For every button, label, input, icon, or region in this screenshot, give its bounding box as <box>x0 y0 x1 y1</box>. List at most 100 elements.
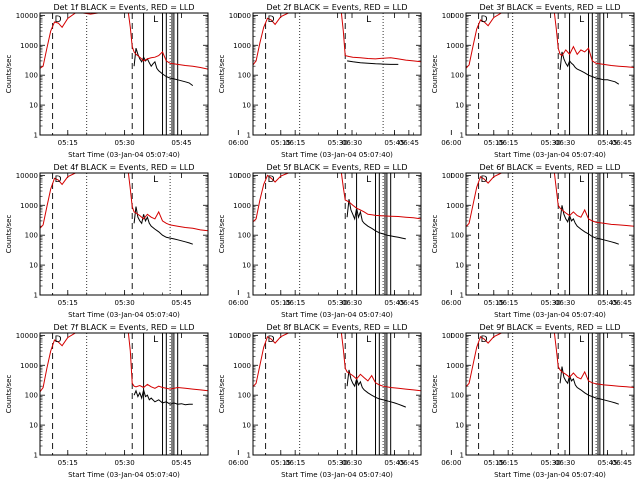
series-line-lld <box>253 333 421 392</box>
plot-area <box>40 173 208 295</box>
plot-frame <box>39 12 209 136</box>
x-tick-label: 06:45 <box>612 459 632 467</box>
x-axis-label: Start Time (03-Jan-04 05:07:40) <box>494 151 606 159</box>
x-tick-label: 05:45 <box>597 139 617 147</box>
y-tick-label: 10000 <box>16 12 38 20</box>
series-line-events <box>559 205 619 245</box>
plot-frame <box>39 332 209 456</box>
y-tick-label: 1000 <box>233 202 251 210</box>
x-tick-label: 05:15 <box>484 459 504 467</box>
series-line-lld <box>40 13 208 70</box>
y-tick-label: 10 <box>455 102 464 110</box>
series-line-events <box>559 51 620 85</box>
marker-letter: L <box>579 15 584 25</box>
x-tick-label: 05:45 <box>597 299 617 307</box>
y-tick-label: 10 <box>455 262 464 270</box>
series-line-events <box>346 199 406 240</box>
series-line-lld <box>40 333 208 393</box>
y-tick-label: 1000 <box>446 42 464 50</box>
x-tick-label: 06:45 <box>399 139 419 147</box>
plot-area <box>466 13 634 135</box>
x-tick-label: 05:30 <box>541 459 561 467</box>
y-tick-label: 100 <box>451 392 464 400</box>
plot-area <box>40 13 208 135</box>
y-tick-label: 100 <box>238 72 251 80</box>
series-line-events <box>347 60 399 65</box>
detector-panel: Det 6f BLACK = Events, RED = LLD Counts/s… <box>431 163 635 319</box>
marker-letter: L <box>153 175 158 185</box>
x-tick-label: 06:15 <box>285 299 305 307</box>
x-tick-label: 06:00 <box>228 299 248 307</box>
panel-title: Det 3f BLACK = Events, RED = LLD <box>479 3 620 12</box>
series-line-events <box>346 369 406 408</box>
x-tick-label: 05:45 <box>171 299 191 307</box>
x-tick-label: 05:30 <box>328 139 348 147</box>
x-tick-label: 05:30 <box>115 459 135 467</box>
x-tick-label: 06:30 <box>342 459 362 467</box>
x-tick-label: 05:45 <box>384 459 404 467</box>
y-tick-label: 1000 <box>20 362 38 370</box>
x-tick-label: 05:45 <box>384 299 404 307</box>
x-axis-label: Start Time (03-Jan-04 05:07:40) <box>68 151 180 159</box>
y-tick-label: 100 <box>238 392 251 400</box>
y-tick-label: 10000 <box>16 332 38 340</box>
x-tick-label: 06:00 <box>441 139 461 147</box>
x-axis-label: Start Time (03-Jan-04 05:07:40) <box>281 311 393 319</box>
y-tick-label: 1 <box>460 292 464 300</box>
x-tick-label: 05:30 <box>328 299 348 307</box>
marker-letter: D <box>481 175 488 185</box>
x-tick-label: 05:45 <box>171 139 191 147</box>
x-tick-label: 05:15 <box>58 459 78 467</box>
panel-title: Det 8f BLACK = Events, RED = LLD <box>266 323 407 332</box>
x-tick-label: 05:30 <box>115 299 135 307</box>
detector-panel: Det 4f BLACK = Events, RED = LLD Counts/s… <box>5 163 419 319</box>
x-tick-label: 05:30 <box>541 299 561 307</box>
marker-letter: D <box>268 15 275 25</box>
series-line-lld <box>466 333 634 388</box>
x-tick-label: 05:45 <box>171 459 191 467</box>
y-tick-label: 10000 <box>229 172 251 180</box>
x-tick-label: 06:00 <box>441 299 461 307</box>
x-tick-label: 05:30 <box>115 139 135 147</box>
plot-area <box>40 333 208 455</box>
series-line-lld <box>253 173 421 223</box>
detector-panel: Det 1f BLACK = Events, RED = LLD Counts/s… <box>5 3 419 159</box>
y-tick-label: 10 <box>242 102 251 110</box>
marker-letter: L <box>366 15 371 25</box>
y-axis-label: Counts/sec <box>5 55 13 94</box>
detector-panel: Det 8f BLACK = Events, RED = LLD Counts/s… <box>218 323 632 479</box>
y-tick-label: 100 <box>25 392 38 400</box>
x-tick-label: 06:45 <box>612 139 632 147</box>
x-tick-label: 06:45 <box>399 299 419 307</box>
y-tick-label: 10000 <box>229 332 251 340</box>
y-axis-label: Counts/sec <box>218 55 226 94</box>
x-axis-label: Start Time (03-Jan-04 05:07:40) <box>281 471 393 479</box>
marker-letter: D <box>268 175 275 185</box>
marker-letter: L <box>579 335 584 345</box>
panel-title: Det 9f BLACK = Events, RED = LLD <box>479 323 620 332</box>
y-tick-label: 10000 <box>16 172 38 180</box>
x-axis-label: Start Time (03-Jan-04 05:07:40) <box>68 471 180 479</box>
y-tick-label: 10 <box>455 422 464 430</box>
x-tick-label: 05:15 <box>271 139 291 147</box>
x-tick-label: 05:15 <box>58 299 78 307</box>
detector-panel: Det 7f BLACK = Events, RED = LLD Counts/s… <box>5 323 419 479</box>
y-axis-label: Counts/sec <box>431 55 439 94</box>
plot-frame <box>465 172 635 296</box>
x-axis-label: Start Time (03-Jan-04 05:07:40) <box>494 471 606 479</box>
y-tick-label: 100 <box>238 232 251 240</box>
plot-area <box>466 173 634 295</box>
series-line-events <box>133 389 193 406</box>
y-tick-label: 1 <box>247 452 251 460</box>
panel-title: Det 6f BLACK = Events, RED = LLD <box>479 163 620 172</box>
y-tick-label: 1 <box>247 132 251 140</box>
marker-letter: D <box>481 15 488 25</box>
y-tick-label: 1 <box>460 452 464 460</box>
detector-panel: Det 5f BLACK = Events, RED = LLD Counts/s… <box>218 163 632 319</box>
plot-frame <box>252 172 422 296</box>
x-tick-label: 05:30 <box>328 459 348 467</box>
series-line-events <box>133 206 193 245</box>
x-tick-label: 06:15 <box>498 139 518 147</box>
x-axis-label: Start Time (03-Jan-04 05:07:40) <box>281 151 393 159</box>
